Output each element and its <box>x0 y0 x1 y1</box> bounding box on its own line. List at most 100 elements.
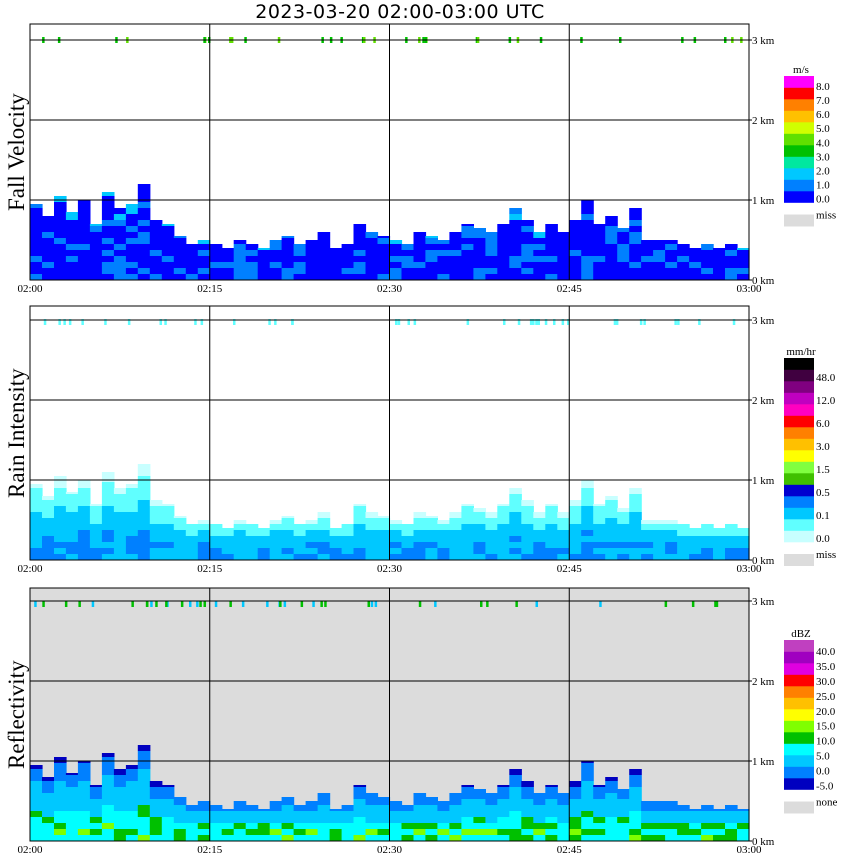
colorbar-label: 4.0 <box>816 137 830 149</box>
echo-cell <box>293 536 307 542</box>
echo-cell <box>485 542 498 548</box>
echo-cell <box>689 542 702 548</box>
colorbar-label: 0.1 <box>816 510 830 522</box>
echo-cell <box>605 250 618 256</box>
echo-cell <box>653 829 666 835</box>
echo-cell <box>725 250 738 256</box>
echo-cell <box>449 817 462 823</box>
echo-cell <box>473 530 486 536</box>
echo-cell <box>113 829 127 835</box>
echo-cell <box>689 829 702 835</box>
echo-cell <box>689 528 702 530</box>
echo-cell <box>149 244 163 250</box>
echo-cell <box>317 799 331 805</box>
echo-cell <box>101 476 115 482</box>
echo-cell <box>281 799 295 805</box>
echo-cell <box>30 494 43 500</box>
echo-cell <box>449 542 462 548</box>
colorbar-swatch <box>784 438 814 451</box>
echo-cell <box>509 805 522 811</box>
echo-cell <box>521 524 534 530</box>
echo-cell <box>677 530 690 536</box>
echo-cell <box>329 835 343 841</box>
echo-cell <box>113 512 127 518</box>
colorbar-swatch <box>784 404 814 416</box>
echo-cell <box>101 811 115 817</box>
echo-cell <box>377 542 391 548</box>
echo-cell <box>545 506 558 512</box>
echo-cell <box>425 536 438 542</box>
echo-cell <box>689 548 702 554</box>
echo-cell <box>197 542 211 548</box>
echo-cell <box>557 530 570 536</box>
echo-cell <box>561 319 565 325</box>
echo-cell <box>567 319 570 325</box>
echo-cell <box>101 250 115 256</box>
echo-cell <box>425 823 438 829</box>
echo-cell <box>701 262 714 268</box>
echo-cell <box>545 835 558 841</box>
echo-cell <box>125 512 139 518</box>
echo-cell <box>725 829 738 835</box>
echo-cell <box>241 601 245 607</box>
echo-cell <box>125 811 139 817</box>
echo-cell <box>42 512 55 518</box>
echo-cell <box>155 601 158 607</box>
echo-cell <box>137 184 151 190</box>
echo-cell <box>353 512 367 518</box>
time-tick-label: 02:45 <box>557 283 583 295</box>
echo-cell <box>593 805 606 811</box>
echo-cell <box>437 524 450 530</box>
time-tick-label: 03:00 <box>736 844 762 856</box>
echo-cell <box>641 268 654 274</box>
colorbar-swatch <box>784 392 814 405</box>
echo-cell <box>30 811 43 817</box>
echo-cell <box>185 530 199 536</box>
echo-cell <box>42 256 55 262</box>
echo-cell <box>329 829 343 835</box>
echo-cell <box>521 518 534 524</box>
echo-cell <box>257 250 271 256</box>
echo-cell <box>629 817 642 823</box>
echo-cell <box>317 530 331 536</box>
echo-cell <box>449 799 462 805</box>
echo-cell <box>54 823 67 829</box>
echo-cell <box>353 829 367 835</box>
echo-cell <box>189 601 192 607</box>
echo-cell <box>341 548 355 554</box>
echo-cell <box>180 601 184 607</box>
echo-cell <box>161 232 175 238</box>
echo-cell <box>397 319 401 325</box>
echo-cell <box>509 554 522 560</box>
echo-cell <box>509 787 522 793</box>
echo-cell <box>54 476 67 482</box>
echo-cell <box>77 250 91 256</box>
colorbar-label: 6.0 <box>816 418 830 430</box>
echo-cell <box>389 835 403 841</box>
echo-cell <box>257 835 271 841</box>
echo-cell <box>30 518 43 524</box>
echo-cell <box>257 256 271 262</box>
echo-cell <box>533 548 546 554</box>
echo-cell <box>605 811 618 817</box>
echo-cell <box>545 829 558 835</box>
echo-cell <box>545 817 558 823</box>
echo-cell <box>461 256 474 262</box>
echo-cell <box>617 805 630 811</box>
echo-cell <box>677 274 690 280</box>
echo-cell <box>42 220 55 226</box>
echo-cell <box>209 835 223 841</box>
echo-cell <box>517 319 521 325</box>
echo-cell <box>137 805 151 811</box>
echo-cell <box>233 256 247 262</box>
echo-cell <box>701 554 714 560</box>
echo-cell <box>605 512 618 518</box>
echo-cell <box>173 244 187 250</box>
echo-cell <box>54 214 67 220</box>
echo-cell <box>149 530 163 536</box>
echo-cell <box>197 829 211 835</box>
echo-cell <box>569 793 582 799</box>
echo-cell <box>677 811 690 817</box>
colorbar-swatch <box>784 496 814 508</box>
time-tick-label: 02:30 <box>377 283 403 295</box>
